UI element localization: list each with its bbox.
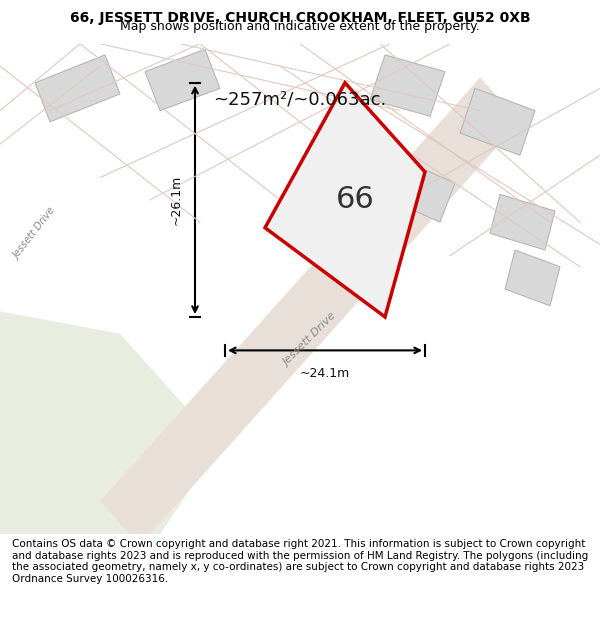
- Polygon shape: [0, 311, 220, 534]
- Polygon shape: [35, 55, 120, 122]
- Text: Contains OS data © Crown copyright and database right 2021. This information is : Contains OS data © Crown copyright and d…: [12, 539, 588, 584]
- Text: ~24.1m: ~24.1m: [300, 367, 350, 380]
- Text: Jessett Drive: Jessett Drive: [281, 311, 338, 368]
- Polygon shape: [145, 49, 220, 111]
- Polygon shape: [370, 55, 445, 116]
- Text: 66, JESSETT DRIVE, CHURCH CROOKHAM, FLEET, GU52 0XB: 66, JESSETT DRIVE, CHURCH CROOKHAM, FLEE…: [70, 11, 530, 25]
- Text: ~257m²/~0.063ac.: ~257m²/~0.063ac.: [214, 91, 386, 109]
- Polygon shape: [265, 82, 425, 317]
- Polygon shape: [100, 78, 520, 545]
- Polygon shape: [505, 250, 560, 306]
- Polygon shape: [490, 194, 555, 250]
- Text: Map shows position and indicative extent of the property.: Map shows position and indicative extent…: [120, 20, 480, 32]
- Polygon shape: [390, 161, 455, 222]
- Polygon shape: [460, 88, 535, 155]
- Text: 66: 66: [335, 186, 374, 214]
- Text: ~26.1m: ~26.1m: [170, 175, 183, 225]
- Text: Jessett Drive: Jessett Drive: [12, 206, 58, 261]
